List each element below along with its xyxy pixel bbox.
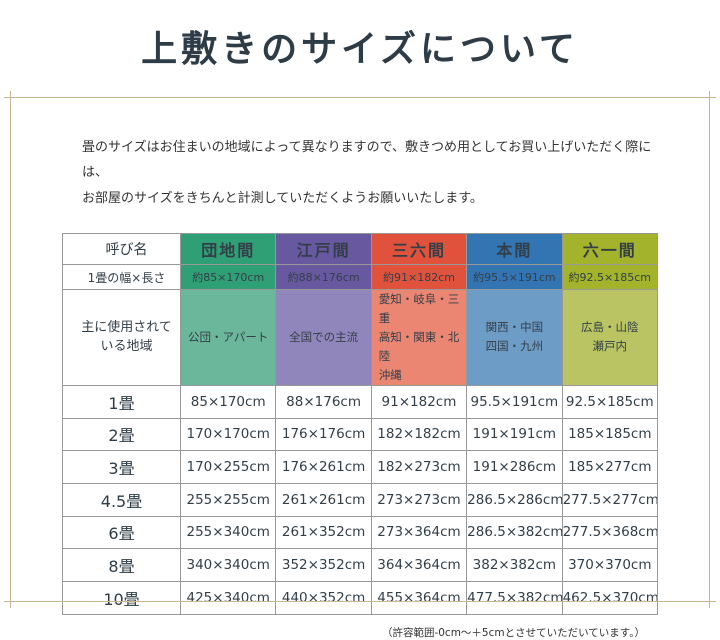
value-cell: 261×261cm [275, 482, 372, 517]
value-cell: 170×170cm [179, 417, 277, 452]
value-cell: 273×364cm [370, 515, 468, 550]
frame-line-top [4, 97, 716, 98]
table-row: 1畳 85×170cm 88×176cm 91×182cm 95.5×191cm… [62, 384, 659, 419]
value-cell: 191×286cm [466, 450, 563, 484]
value-cell: 286.5×286cm [466, 482, 563, 517]
intro-line-2: お部屋のサイズをきちんと計測していただくようお願いいたします。 [82, 190, 483, 206]
col-header-rokuichima: 六一間 [561, 233, 659, 266]
value-cell: 255×255cm [179, 482, 277, 517]
row-header-size: 1畳の幅×長さ [62, 264, 181, 291]
value-cell: 261×352cm [275, 515, 372, 550]
region-cell: 広島・山陰 瀬戸内 [561, 289, 659, 386]
region-cell: 愛知・岐阜・三重 高知・関東・北陸 沖縄 [370, 289, 468, 386]
value-cell: 370×370cm [561, 548, 659, 582]
value-cell: 277.5×277cm [561, 482, 659, 517]
row-label: 1畳 [62, 384, 181, 419]
region-row: 主に使用されて いる地域 公団・アパート 全国での主流 愛知・岐阜・三重 高知・… [62, 289, 659, 386]
region-cell: 全国での主流 [275, 289, 372, 386]
value-cell: 255×340cm [179, 515, 277, 550]
value-cell: 185×185cm [561, 417, 659, 452]
value-cell: 462.5×370cm [561, 581, 659, 615]
value-cell: 382×382cm [466, 548, 563, 582]
value-cell: 352×352cm [275, 548, 372, 582]
row-label: 6畳 [62, 515, 181, 550]
size-cell: 約85×170cm [179, 264, 277, 291]
value-cell: 182×182cm [370, 417, 468, 452]
value-cell: 176×261cm [275, 450, 372, 484]
value-cell: 170×255cm [179, 450, 277, 484]
row-header-region: 主に使用されて いる地域 [62, 289, 181, 386]
row-label: 2畳 [62, 417, 181, 452]
value-cell: 92.5×185cm [561, 384, 659, 419]
table-row: 10畳 425×340cm 440×352cm 455×364cm 477.5×… [62, 581, 659, 615]
region-cell: 公団・アパート [179, 289, 277, 386]
value-cell: 477.5×382cm [466, 581, 563, 615]
region-cell: 関西・中国 四国・九州 [466, 289, 563, 386]
value-cell: 88×176cm [275, 384, 372, 419]
value-cell: 286.5×382cm [466, 515, 563, 550]
value-cell: 185×277cm [561, 450, 659, 484]
value-cell: 440×352cm [275, 581, 372, 615]
decorative-frame: 畳のサイズはお住まいの地域によって異なりますので、敷きつめ用としてお買い上げいた… [4, 91, 716, 639]
header-row: 呼び名 団地間 江戸間 三六間 本間 六一間 [62, 233, 659, 266]
value-cell: 191×191cm [466, 417, 563, 452]
value-cell: 95.5×191cm [466, 384, 563, 419]
value-cell: 340×340cm [179, 548, 277, 582]
table-row: 6畳 255×340cm 261×352cm 273×364cm 286.5×3… [62, 515, 659, 550]
value-cell: 364×364cm [370, 548, 468, 582]
size-cell: 約88×176cm [275, 264, 372, 291]
intro-line-1: 畳のサイズはお住まいの地域によって異なりますので、敷きつめ用としてお買い上げいた… [82, 140, 652, 181]
frame-line-bottom [4, 601, 716, 602]
value-cell: 91×182cm [370, 384, 468, 419]
value-cell: 273×273cm [370, 482, 468, 517]
frame-line-left [10, 91, 11, 608]
value-cell: 85×170cm [179, 384, 277, 419]
size-cell: 約92.5×185cm [561, 264, 659, 291]
table-row: 4.5畳 255×255cm 261×261cm 273×273cm 286.5… [62, 482, 659, 517]
row-label: 10畳 [62, 581, 181, 615]
size-cell: 約91×182cm [370, 264, 468, 291]
row-label: 8畳 [62, 548, 181, 582]
row-label: 4.5畳 [62, 482, 181, 517]
value-cell: 176×176cm [275, 417, 372, 452]
value-cell: 455×364cm [370, 581, 468, 615]
size-cell: 約95.5×191cm [466, 264, 563, 291]
page-title: 上敷きのサイズについて [141, 28, 579, 70]
table-row: 8畳 340×340cm 352×352cm 364×364cm 382×382… [62, 548, 659, 582]
row-header-name: 呼び名 [62, 233, 181, 266]
value-cell: 277.5×368cm [561, 515, 659, 550]
col-header-danchima: 団地間 [179, 233, 277, 266]
footnote: （許容範囲-0cm～＋5cmとさせていただいています。） [381, 626, 645, 639]
col-header-honma: 本間 [466, 233, 563, 266]
tatami-size-table: 呼び名 団地間 江戸間 三六間 本間 六一間 1畳の幅×長さ 約85×170cm… [62, 233, 659, 615]
value-cell: 425×340cm [179, 581, 277, 615]
table-row: 3畳 170×255cm 176×261cm 182×273cm 191×286… [62, 450, 659, 484]
col-header-edoma: 江戸間 [275, 233, 372, 266]
frame-line-right [709, 91, 710, 608]
value-cell: 182×273cm [370, 450, 468, 484]
col-header-sanrokuma: 三六間 [370, 233, 468, 266]
table-row: 2畳 170×170cm 176×176cm 182×182cm 191×191… [62, 417, 659, 452]
intro-text: 畳のサイズはお住まいの地域によって異なりますので、敷きつめ用としてお買い上げいた… [82, 135, 672, 211]
size-row: 1畳の幅×長さ 約85×170cm 約88×176cm 約91×182cm 約9… [62, 264, 659, 291]
row-label: 3畳 [62, 450, 181, 484]
